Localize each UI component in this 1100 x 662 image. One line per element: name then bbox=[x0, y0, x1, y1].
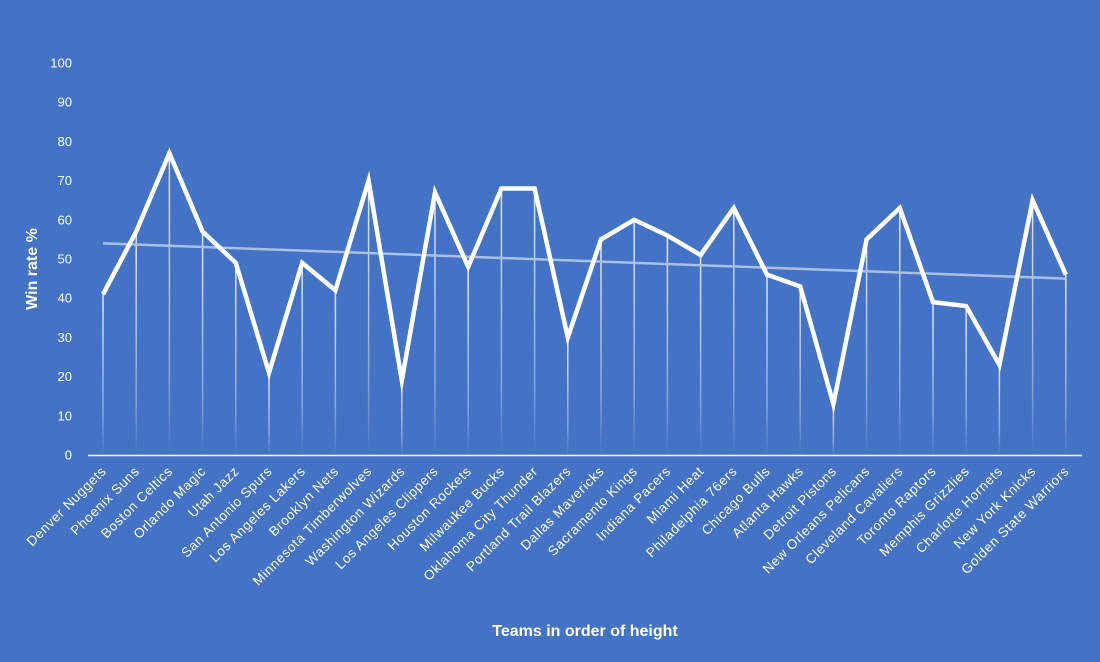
drop-line bbox=[500, 188, 503, 455]
drop-lines bbox=[102, 153, 1067, 456]
drop-line bbox=[168, 153, 171, 455]
drop-line bbox=[600, 239, 602, 455]
drop-line bbox=[633, 219, 635, 455]
drop-line bbox=[268, 372, 270, 455]
drop-line bbox=[899, 208, 901, 455]
y-tick-label: 30 bbox=[58, 330, 72, 345]
y-tick-label: 70 bbox=[58, 173, 72, 188]
drop-line bbox=[102, 294, 104, 455]
y-tick-label: 60 bbox=[58, 212, 72, 227]
x-axis-title: Teams in order of height bbox=[492, 623, 678, 640]
drop-line bbox=[932, 302, 934, 455]
drop-line bbox=[334, 290, 337, 455]
drop-line bbox=[766, 274, 768, 455]
y-tick-label: 10 bbox=[58, 408, 72, 423]
drop-line bbox=[799, 286, 801, 455]
drop-line bbox=[401, 380, 403, 455]
drop-line bbox=[567, 337, 569, 455]
drop-line bbox=[699, 255, 702, 455]
series-line bbox=[101, 147, 1068, 414]
drop-line bbox=[733, 208, 735, 455]
y-tick-label: 0 bbox=[65, 448, 72, 463]
y-tick-label: 90 bbox=[58, 95, 72, 110]
drop-line bbox=[832, 404, 835, 455]
trend-line bbox=[102, 242, 1066, 280]
drop-line bbox=[1065, 274, 1067, 455]
drop-line bbox=[965, 306, 967, 455]
drop-line bbox=[235, 262, 237, 455]
drop-line bbox=[865, 239, 868, 455]
drop-line bbox=[135, 231, 137, 455]
y-tick-label: 20 bbox=[58, 369, 72, 384]
drop-line bbox=[666, 235, 669, 455]
drop-line bbox=[1031, 200, 1034, 455]
drop-line bbox=[533, 188, 536, 455]
y-tick-label: 80 bbox=[58, 134, 72, 149]
drop-line bbox=[301, 262, 303, 455]
y-axis-ticks: 0 10 20 30 40 50 60 70 80 90 100 bbox=[50, 56, 72, 463]
drop-line bbox=[434, 192, 436, 456]
y-tick-label: 50 bbox=[58, 252, 72, 267]
drop-line bbox=[201, 231, 204, 455]
y-tick-label: 40 bbox=[58, 291, 72, 306]
y-axis-title: Win rate % bbox=[24, 228, 41, 310]
drop-line bbox=[367, 180, 370, 455]
drop-line bbox=[998, 364, 1001, 455]
drop-line bbox=[467, 266, 469, 455]
y-tick-label: 100 bbox=[50, 56, 72, 71]
